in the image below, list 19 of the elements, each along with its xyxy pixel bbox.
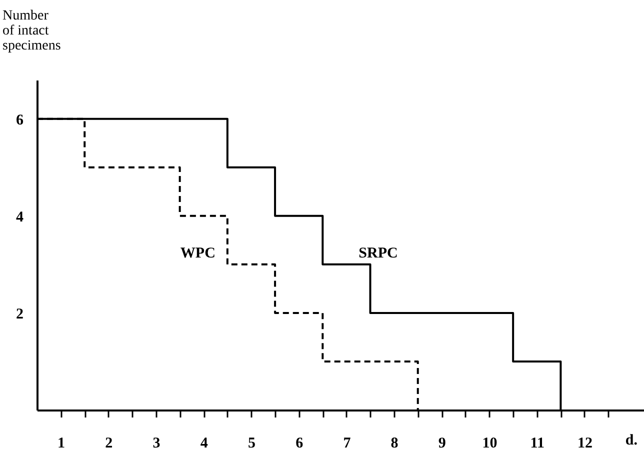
y-tick-label: 6 [16, 112, 24, 128]
series-label: WPC [180, 245, 216, 262]
x-tick-label: 4 [200, 436, 208, 451]
x-axis-title: d. [625, 432, 638, 448]
x-tick-label: 6 [296, 436, 304, 451]
series-label: SRPC [358, 245, 398, 262]
x-tick-label: 11 [530, 436, 544, 451]
x-tick-label: 5 [248, 436, 256, 451]
y-axis-title: Number of intact specimens [2, 8, 61, 54]
y-tick-label: 2 [16, 306, 24, 322]
x-tick-label: 7 [343, 436, 352, 451]
x-tick-label: 12 [577, 436, 592, 451]
x-tick-label: 3 [152, 436, 160, 451]
x-tick-label: 10 [482, 436, 498, 451]
x-tick-label: 9 [438, 436, 446, 451]
x-tick-label: 2 [105, 436, 113, 451]
y-tick-label: 4 [16, 209, 24, 226]
x-tick-label: 8 [390, 436, 398, 451]
x-tick-label: 1 [58, 436, 66, 451]
